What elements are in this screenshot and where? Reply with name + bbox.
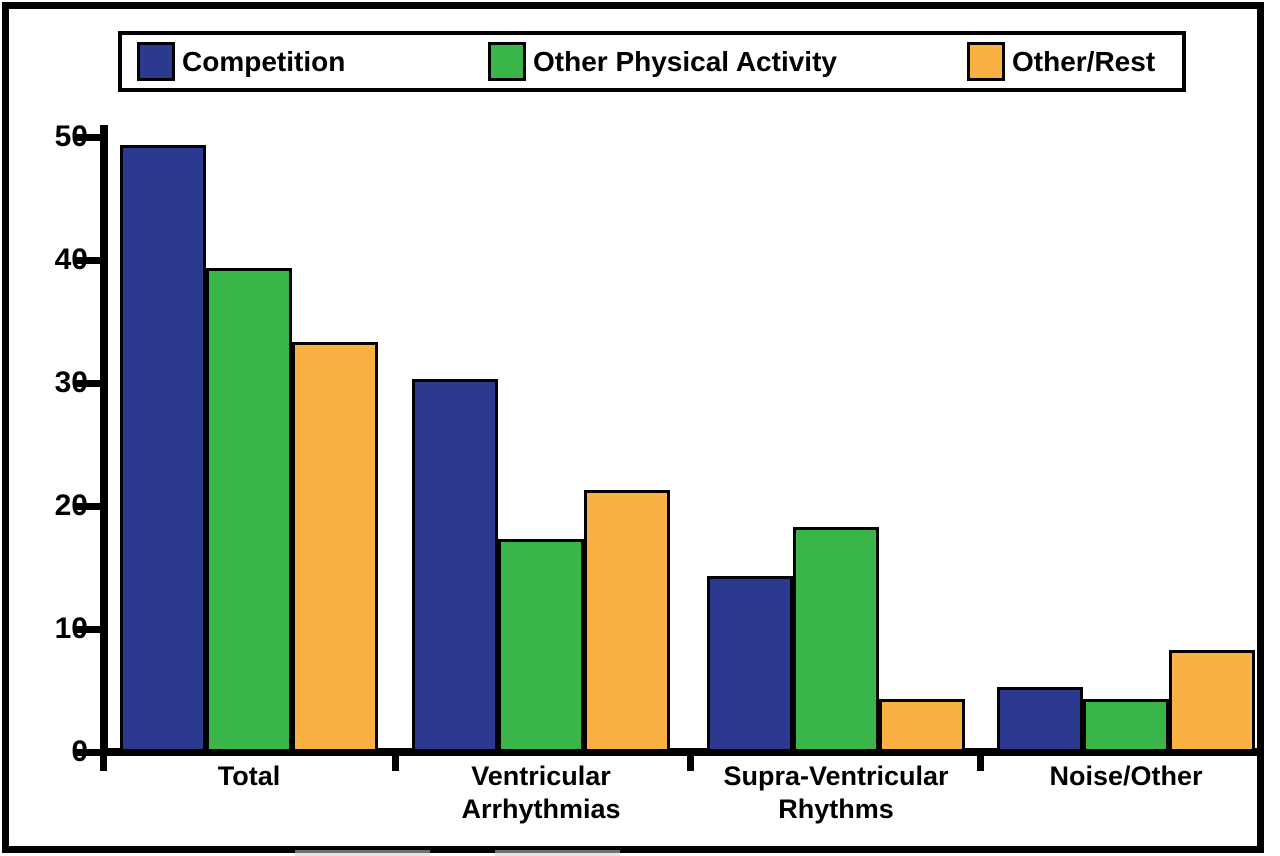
bar-other-rest-supra-ventricular xyxy=(879,698,965,752)
legend-swatch-other-rest xyxy=(967,42,1005,81)
y-axis-tick-20 xyxy=(76,502,102,510)
x-axis-category-label-supra-ventricular: Supra-Ventricular Rhythms xyxy=(723,761,949,824)
bar-competition-noise-other xyxy=(997,686,1083,752)
watermark-fragment xyxy=(295,850,430,856)
x-axis-category-label-ventricular: Ventricular Arrhythmias xyxy=(461,761,621,824)
y-axis-tick-10 xyxy=(76,625,102,633)
bar-other-physical-activity-supra-ventricular xyxy=(793,526,879,752)
legend-item-other-rest: Other/Rest xyxy=(967,42,1155,81)
y-axis-tick-40 xyxy=(76,256,102,264)
bar-other-physical-activity-noise-other xyxy=(1083,698,1169,752)
y-axis-tick-0 xyxy=(76,748,102,756)
bar-other-rest-ventricular xyxy=(584,489,670,752)
bar-competition-total xyxy=(120,145,206,752)
y-axis-label-20: 20 xyxy=(54,489,88,522)
x-axis-tick-1 xyxy=(392,756,399,771)
y-axis-label-0: 0 xyxy=(71,735,88,768)
legend-swatch-competition xyxy=(137,42,175,81)
bar-other-physical-activity-ventricular xyxy=(498,538,584,752)
x-axis-tick-3 xyxy=(977,756,984,771)
x-axis-tick-2 xyxy=(687,756,694,771)
x-axis-category-label-total: Total xyxy=(217,761,281,791)
y-axis-tick-50 xyxy=(76,133,102,141)
y-axis-label-10: 10 xyxy=(54,612,88,645)
bar-other-physical-activity-total xyxy=(206,268,292,752)
y-axis-label-40: 40 xyxy=(54,243,88,276)
x-axis-line xyxy=(100,748,1264,756)
legend-swatch-other-physical-activity xyxy=(488,42,526,81)
y-axis-label-30: 30 xyxy=(54,366,88,399)
x-axis-tick-0 xyxy=(100,756,107,771)
bar-other-rest-total xyxy=(292,342,378,752)
y-axis-line xyxy=(100,125,108,756)
x-axis-tick-4 xyxy=(1257,756,1264,771)
legend-label-competition: Competition xyxy=(182,46,346,77)
x-axis-category-label-noise-other: Noise/Other xyxy=(1049,761,1203,791)
y-axis-tick-30 xyxy=(76,379,102,387)
watermark-fragment xyxy=(495,850,620,856)
y-axis-label-50: 50 xyxy=(54,120,88,153)
legend-label-other-physical-activity: Other Physical Activity xyxy=(533,46,837,77)
legend-item-competition: Competition xyxy=(137,42,345,81)
legend-label-other-rest: Other/Rest xyxy=(1012,46,1156,77)
bar-other-rest-noise-other xyxy=(1169,649,1255,752)
legend: Competition Other Physical Activity Othe… xyxy=(118,31,1186,92)
bar-competition-supra-ventricular xyxy=(707,575,793,752)
bar-competition-ventricular xyxy=(412,379,498,752)
legend-item-other-physical-activity: Other Physical Activity xyxy=(488,42,837,81)
